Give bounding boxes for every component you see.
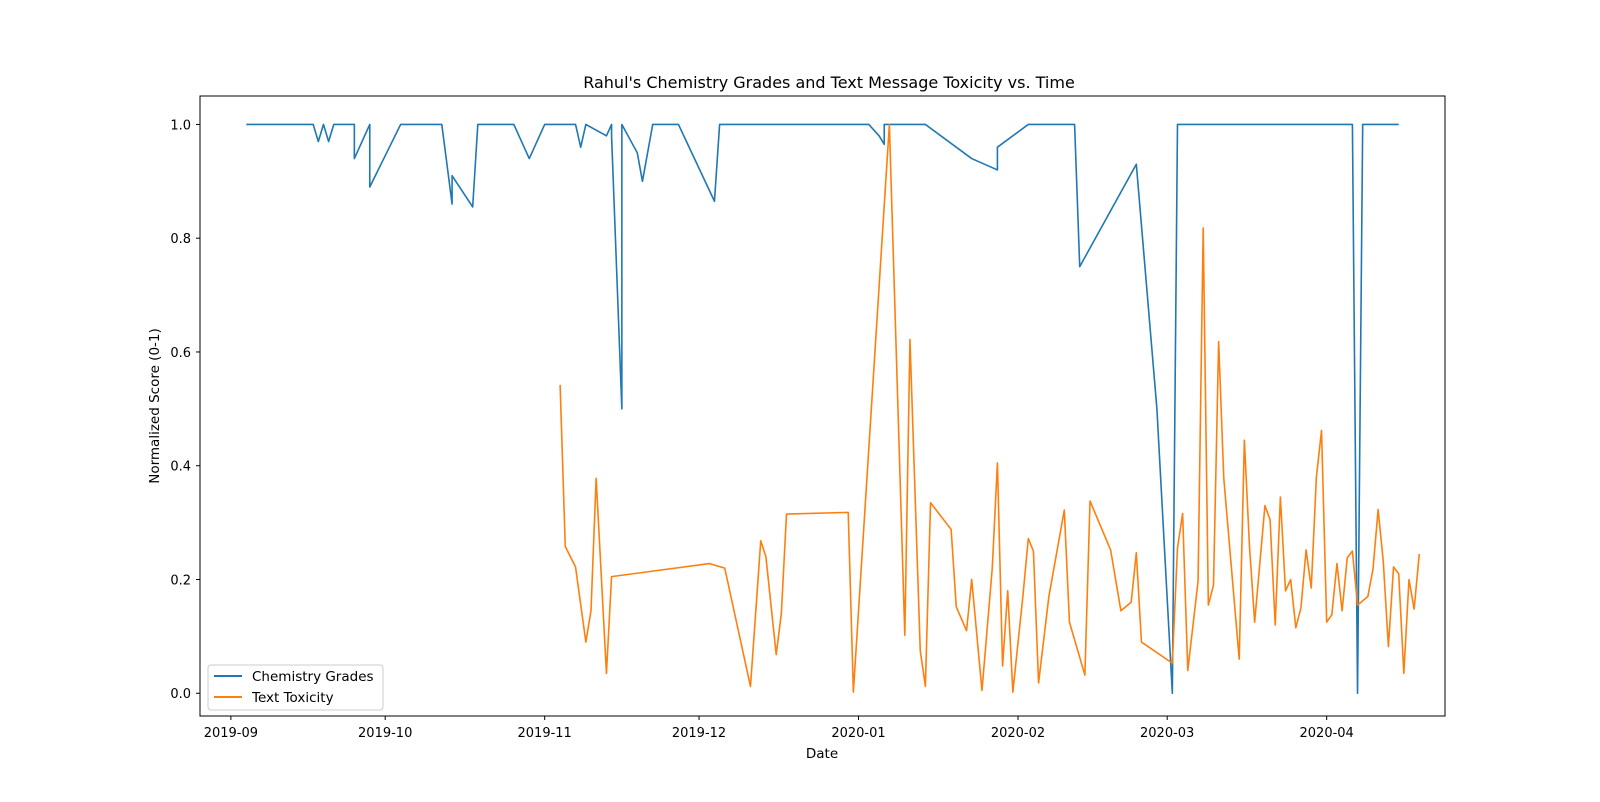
x-tick-label: 2020-04 — [1300, 726, 1354, 741]
y-tick-label: 0.2 — [170, 573, 191, 588]
legend-label-chemistry-grades: Chemistry Grades — [252, 669, 374, 685]
y-tick-label: 0.4 — [170, 460, 191, 475]
y-tick-label: 1.0 — [170, 118, 191, 133]
y-axis: 0.0 0.2 0.4 0.6 0.8 1.0 — [170, 118, 200, 702]
series-line-text-toxicity — [559, 123, 1421, 693]
chart-title: Rahul's Chemistry Grades and Text Messag… — [583, 73, 1075, 92]
legend-box — [207, 664, 384, 711]
y-tick-label: 0.8 — [170, 232, 191, 247]
series-line-chemistry-grades — [246, 123, 1399, 695]
legend-label-text-toxicity: Text Toxicity — [251, 690, 334, 706]
x-tick-label: 2019-09 — [204, 726, 258, 741]
x-tick-label: 2020-01 — [831, 726, 885, 741]
x-axis-label: Date — [806, 746, 838, 762]
x-tick-label: 2019-12 — [672, 726, 726, 741]
y-tick-label: 0.6 — [170, 346, 191, 361]
x-tick-label: 2019-11 — [518, 726, 572, 741]
x-tick-label: 2020-02 — [991, 726, 1045, 741]
y-tick-label: 0.0 — [170, 687, 191, 702]
plot-lines — [246, 123, 1421, 695]
plot-frame — [199, 95, 1446, 717]
x-tick-label: 2020-03 — [1140, 726, 1194, 741]
legend: Chemistry Grades Text Toxicity — [207, 664, 384, 711]
y-axis-label: Normalized Score (0-1) — [147, 328, 163, 484]
x-axis: 2019-09 2019-10 2019-11 2019-12 2020-01 2020-… — [204, 716, 1354, 741]
x-tick-label: 2019-10 — [358, 726, 412, 741]
